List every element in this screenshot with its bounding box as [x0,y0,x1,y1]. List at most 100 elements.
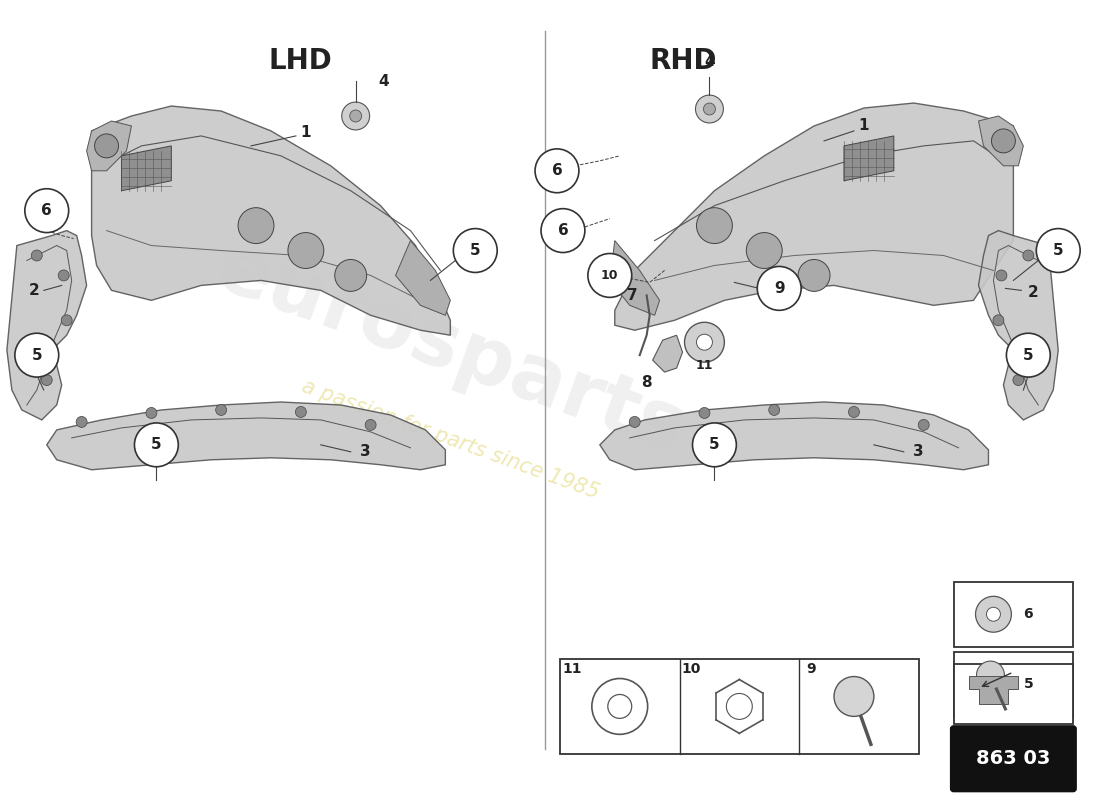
Circle shape [288,233,323,269]
Circle shape [684,322,725,362]
Circle shape [693,423,736,466]
Circle shape [918,419,930,430]
Text: 10: 10 [601,269,618,282]
Circle shape [1013,374,1024,386]
Polygon shape [979,230,1058,420]
FancyBboxPatch shape [950,726,1076,792]
Text: 863 03: 863 03 [976,750,1050,768]
Circle shape [987,607,1000,622]
Polygon shape [615,103,1013,330]
Text: 11: 11 [562,662,582,676]
Circle shape [1023,250,1034,261]
Text: 1: 1 [300,126,311,141]
Text: 5: 5 [1053,243,1064,258]
Circle shape [704,103,715,115]
Circle shape [696,208,733,243]
Circle shape [592,678,648,734]
Text: 2: 2 [1027,285,1038,300]
Text: 11: 11 [695,358,713,372]
Polygon shape [7,230,87,420]
Text: 6: 6 [42,203,52,218]
Circle shape [696,334,713,350]
Circle shape [834,677,873,716]
Polygon shape [844,136,894,181]
Polygon shape [979,116,1023,166]
Text: a passion for parts since 1985: a passion for parts since 1985 [299,377,602,503]
Text: 3: 3 [913,444,924,459]
Text: 9: 9 [774,281,784,296]
Circle shape [216,405,227,415]
Circle shape [698,407,710,418]
Text: 4: 4 [378,74,389,89]
Circle shape [587,254,631,298]
Text: eurosparts: eurosparts [206,229,695,471]
Polygon shape [609,241,660,315]
Circle shape [976,596,1011,632]
Polygon shape [954,664,1074,724]
Circle shape [993,314,1004,326]
Circle shape [799,259,830,291]
Circle shape [350,110,362,122]
Text: 2: 2 [29,283,40,298]
Circle shape [1036,229,1080,273]
Polygon shape [396,241,450,315]
Text: 10: 10 [682,662,701,676]
Circle shape [95,134,119,158]
Text: 6: 6 [551,163,562,178]
Text: 5: 5 [32,348,42,362]
Text: RHD: RHD [650,47,717,75]
Text: 6: 6 [558,223,569,238]
Circle shape [42,374,52,386]
Polygon shape [954,582,1074,647]
Text: 5: 5 [1023,677,1033,691]
Circle shape [848,406,859,418]
Circle shape [134,423,178,466]
Circle shape [15,334,58,377]
Polygon shape [560,659,918,754]
Circle shape [1006,334,1050,377]
Polygon shape [91,106,450,335]
Circle shape [746,233,782,269]
Text: 7: 7 [627,288,638,303]
Circle shape [726,694,752,719]
Text: 9: 9 [806,662,816,676]
Text: 4: 4 [704,54,715,69]
Circle shape [25,189,68,233]
Circle shape [31,250,42,261]
Circle shape [757,266,801,310]
Polygon shape [954,652,1074,717]
Circle shape [769,405,780,415]
Circle shape [996,270,1006,281]
Circle shape [695,95,724,123]
Text: 5: 5 [710,438,719,452]
Text: 5: 5 [470,243,481,258]
Polygon shape [121,146,172,190]
Circle shape [238,208,274,243]
Circle shape [453,229,497,273]
Text: 6: 6 [1023,607,1033,622]
Text: LHD: LHD [270,47,332,75]
Circle shape [977,661,1004,689]
Polygon shape [87,121,132,170]
Polygon shape [968,676,1019,704]
Circle shape [58,270,69,281]
Circle shape [296,406,306,418]
Text: 8: 8 [641,374,652,390]
Circle shape [629,417,640,427]
Polygon shape [47,402,446,470]
Text: 5: 5 [1023,348,1034,362]
Circle shape [76,417,87,427]
Circle shape [991,129,1015,153]
Text: 5: 5 [151,438,162,452]
Circle shape [541,209,585,253]
Polygon shape [652,335,682,372]
Circle shape [146,407,157,418]
Circle shape [365,419,376,430]
Circle shape [608,694,631,718]
Circle shape [62,314,73,326]
Circle shape [334,259,366,291]
Text: 1: 1 [859,118,869,134]
Circle shape [342,102,370,130]
Text: 3: 3 [361,444,371,459]
Circle shape [535,149,579,193]
